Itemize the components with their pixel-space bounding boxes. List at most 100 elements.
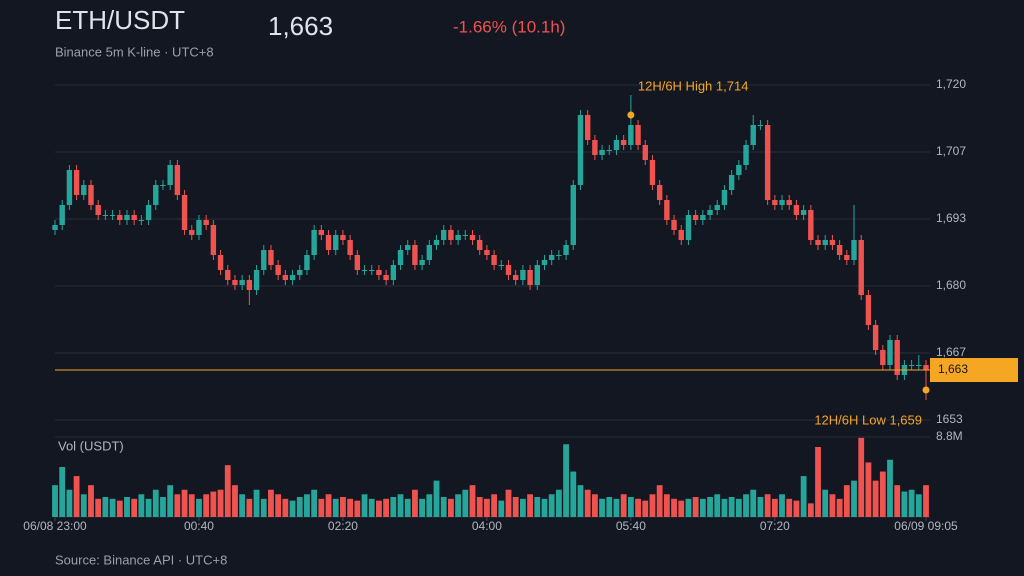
candle-body xyxy=(908,365,915,366)
volume-bar xyxy=(757,497,764,517)
volume-bar xyxy=(210,491,217,517)
volume-bar xyxy=(152,489,159,517)
candle-body xyxy=(361,270,368,271)
candle-body xyxy=(369,270,375,271)
volume-bar xyxy=(318,498,325,517)
volume-bar xyxy=(268,489,274,517)
candle-body xyxy=(793,205,800,215)
candle-body xyxy=(210,225,217,255)
candle-body xyxy=(469,235,476,240)
annotation-label: 12H/6H High 1,714 xyxy=(638,78,749,93)
volume-bar xyxy=(541,498,548,517)
candle-body xyxy=(347,240,353,255)
candle-body xyxy=(606,150,612,151)
candle-body xyxy=(124,215,130,220)
candle-body xyxy=(297,270,303,275)
volume-bar xyxy=(764,494,771,517)
volume-bar xyxy=(800,476,807,517)
volume-bar xyxy=(448,498,454,517)
candle-body xyxy=(534,265,540,285)
last-price-box-label: 1,663 xyxy=(938,362,968,376)
candle-body xyxy=(433,240,440,245)
candle-body xyxy=(527,270,533,285)
candle-body xyxy=(66,170,73,205)
y-tick-label: 1,667 xyxy=(936,345,966,359)
candle-body xyxy=(772,200,778,205)
volume-bar xyxy=(642,500,649,517)
candle-body xyxy=(160,185,166,186)
candle-body xyxy=(577,115,584,185)
candle-body xyxy=(181,195,188,230)
volume-bar xyxy=(750,489,757,517)
candle-body xyxy=(167,165,173,185)
volume-bar xyxy=(685,498,692,517)
volume-bar xyxy=(188,494,195,517)
candle-body xyxy=(239,280,245,285)
candle-body xyxy=(923,365,929,370)
volume-bar xyxy=(707,497,713,517)
volume-bar xyxy=(260,498,267,517)
candle-body xyxy=(448,230,454,240)
candle-body xyxy=(376,270,382,275)
candle-body xyxy=(520,270,526,280)
volume-bar xyxy=(649,494,656,517)
candle-body xyxy=(844,255,850,260)
volume-bar xyxy=(498,500,505,517)
candle-body xyxy=(829,240,836,245)
volume-bar xyxy=(354,500,361,517)
volume-bar xyxy=(332,498,339,517)
volume-bar xyxy=(217,489,224,517)
candle-body xyxy=(196,220,202,235)
volume-bar xyxy=(404,498,411,517)
y2-tick-label: 8.8M xyxy=(936,429,963,443)
volume-bar xyxy=(635,498,641,517)
volume-bar xyxy=(376,500,382,517)
candle-body xyxy=(836,245,843,255)
candle-body xyxy=(880,350,886,365)
candle-body xyxy=(354,255,361,270)
chart-title: ETH/USDT xyxy=(55,5,185,35)
candle-body xyxy=(405,245,411,250)
candle-body xyxy=(707,210,713,215)
volume-bar xyxy=(95,498,102,517)
y-tick-label: 1,693 xyxy=(936,211,966,225)
candle-body xyxy=(887,340,893,365)
y-tick-label: 1,680 xyxy=(936,278,966,292)
volume-bar xyxy=(239,494,246,517)
volume-bar xyxy=(232,485,238,517)
last-price-box xyxy=(930,358,1018,382)
volume-bar xyxy=(534,497,541,517)
candle-body xyxy=(656,185,663,200)
candle-body xyxy=(246,280,253,290)
x-tick-label: 07:20 xyxy=(760,519,790,533)
candle-body xyxy=(584,115,591,140)
candle-body xyxy=(253,270,260,290)
volume-bar xyxy=(340,497,346,517)
volume-bar xyxy=(865,462,872,517)
candle-body xyxy=(383,275,389,280)
candle-body xyxy=(131,215,137,220)
volume-bar xyxy=(347,498,354,517)
x-tick-label: 06/08 23:00 xyxy=(23,519,87,533)
volume-bar xyxy=(289,500,296,517)
volume-bar xyxy=(714,494,721,517)
candle-body xyxy=(491,255,497,265)
volume-bar xyxy=(160,497,166,517)
volume-bar xyxy=(224,465,231,517)
candle-body xyxy=(764,125,771,200)
candle-body xyxy=(95,205,101,215)
candle-body xyxy=(225,270,231,280)
candle-body xyxy=(916,365,922,366)
volume-bar xyxy=(843,485,850,517)
candle-body xyxy=(73,170,80,195)
volume-bar xyxy=(829,494,836,517)
volume-bar xyxy=(476,497,483,517)
volume-bar xyxy=(80,494,87,517)
volume-bar xyxy=(368,498,375,517)
volume-bar xyxy=(620,494,627,517)
candle-body xyxy=(613,140,620,150)
volume-bar xyxy=(426,494,433,517)
volume-bar xyxy=(109,498,116,517)
candle-body xyxy=(426,245,433,260)
volume-bar xyxy=(627,497,634,517)
